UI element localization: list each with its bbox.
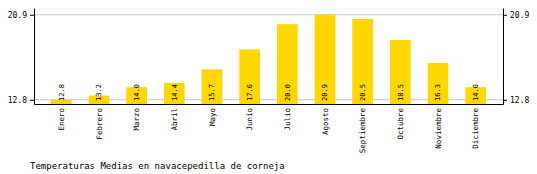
- data-label: 14.4: [171, 84, 179, 101]
- y2-tick: 12.8: [503, 96, 529, 105]
- bar: [202, 69, 223, 104]
- x-axis: Enero Febrero Marzo Abril Mayo Junio Julio Agos…: [35, 104, 504, 153]
- y-tick-label: 12.8: [8, 96, 27, 105]
- y2-tick: 20.9: [503, 11, 529, 20]
- y-tick-mark: [30, 100, 34, 101]
- bar: [277, 24, 298, 104]
- x-tick-label: Febrero: [95, 108, 104, 140]
- y-axis-line: [34, 9, 35, 105]
- data-labels: 12.8 13.2 14.0 14.4 15.7 17.6 20.0 20.9 20.5 18.5…: [58, 84, 480, 101]
- data-label: 20.0: [284, 84, 292, 101]
- x-tick-label: Marzo: [132, 108, 141, 131]
- data-label: 17.6: [246, 84, 254, 101]
- data-label: 14.0: [472, 84, 480, 101]
- x-tick-label: Octubre: [396, 108, 405, 140]
- x-tick: Septiembre: [358, 104, 367, 153]
- x-tick: Noviembre: [434, 104, 443, 149]
- x-tick-label: Abril: [170, 108, 179, 131]
- x-tick: Febrero: [95, 104, 104, 140]
- data-label: 16.3: [434, 84, 442, 101]
- x-tick-label: Julio: [283, 108, 292, 131]
- plot: 12.8 13.2 14.0 14.4 15.7 17.6 20.0 20.9 20.5 18.5…: [8, 9, 530, 154]
- data-label: 14.0: [133, 84, 141, 101]
- y-tick-label: 20.9: [8, 11, 27, 20]
- x-tick-label: Septiembre: [358, 108, 367, 154]
- x-tick: Julio: [283, 104, 292, 131]
- y2-axis-line: [503, 9, 504, 105]
- y-tick-mark: [30, 15, 34, 16]
- x-tick: Octubre: [396, 104, 405, 140]
- x-tick-label: Enero: [57, 108, 66, 131]
- x-tick: Marzo: [132, 104, 141, 131]
- x-tick-label: Junio: [245, 108, 254, 131]
- x-tick: Abril: [170, 104, 179, 131]
- bars: [51, 15, 486, 104]
- data-label: 20.9: [321, 84, 329, 101]
- y-axis: 12.8 20.9: [8, 9, 35, 105]
- x-tick: Mayo: [208, 104, 217, 126]
- title: Temperaturas Medias en navacepedilla de …: [30, 161, 285, 171]
- grid-line: [34, 14, 503, 15]
- chart: 12.8 13.2 14.0 14.4 15.7 17.6 20.0 20.9 20.5 18.5…: [0, 0, 537, 174]
- bar: [164, 83, 185, 104]
- x-tick: Agosto: [321, 104, 330, 135]
- data-label: 20.5: [359, 84, 367, 101]
- bar: [239, 49, 260, 104]
- x-tick-label: Mayo: [208, 108, 217, 127]
- y-tick: 20.9: [8, 11, 34, 20]
- x-tick-label: Diciembre: [471, 108, 480, 149]
- y-tick: 12.8: [8, 96, 34, 105]
- x-tick: Enero: [57, 104, 66, 131]
- y2-tick-label: 20.9: [510, 11, 529, 20]
- x-tick: Junio: [245, 104, 254, 131]
- y2-tick-mark: [503, 15, 507, 16]
- bar: [352, 19, 373, 104]
- x-axis-line: [35, 104, 504, 105]
- data-label: 12.8: [58, 84, 66, 101]
- x-tick-label: Agosto: [321, 108, 330, 136]
- x-tick: Diciembre: [471, 104, 480, 149]
- y2-tick-label: 12.8: [510, 96, 529, 105]
- data-label: 15.7: [208, 84, 216, 101]
- x-tick-label: Noviembre: [434, 108, 443, 149]
- data-label: 13.2: [95, 84, 103, 101]
- bar: [428, 63, 449, 104]
- bar: [315, 15, 336, 104]
- bar: [390, 40, 411, 104]
- y2-tick-mark: [503, 100, 507, 101]
- data-label: 18.5: [397, 84, 405, 101]
- y2-axis: 12.8 20.9: [503, 9, 529, 105]
